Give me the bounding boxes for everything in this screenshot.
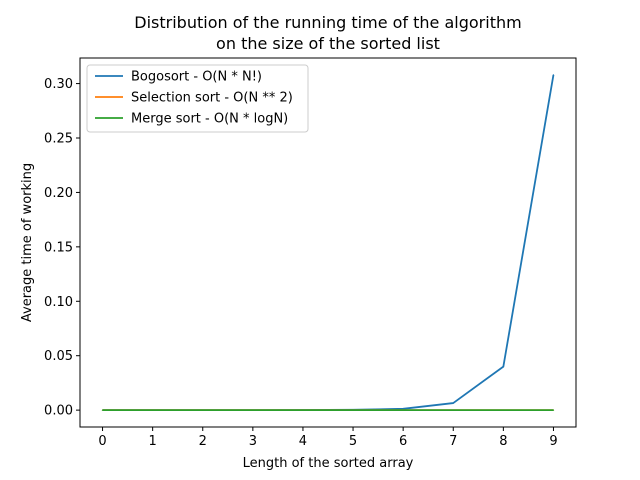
y-axis-label: Average time of working (20, 163, 35, 322)
y-tick-label-2: 0.10 (44, 295, 73, 310)
series-2-point-1 (152, 409, 154, 411)
x-tick-label-8: 8 (499, 434, 507, 449)
axis-layer: 0 1 2 3 4 5 6 7 8 9 0.00 0.05 0.10 0.15 0.20 0.25 0.30 (44, 77, 558, 449)
x-axis-label: Length of the sorted array (243, 456, 414, 471)
chart-title: Distribution of the running time of the … (134, 13, 521, 53)
x-tick-label-4: 4 (299, 434, 307, 449)
series-2-point-5 (352, 409, 354, 411)
series-2-point-2 (202, 409, 204, 411)
legend-label-0: Bogosort - O(N * N!) (131, 70, 262, 85)
legend-label-1: Selection sort - O(N ** 2) (131, 91, 293, 106)
series-0-point-6 (402, 408, 404, 410)
chart-title-line-1: Distribution of the running time of the … (134, 13, 521, 32)
x-tick-label-0: 0 (98, 434, 106, 449)
series-layer (101, 74, 555, 412)
chart-title-line-2: on the size of the sorted list (216, 34, 440, 53)
x-tick-label-3: 3 (249, 434, 257, 449)
y-tick-label-1: 0.05 (44, 349, 73, 364)
plot-frame (79, 57, 577, 428)
series-2-point-7 (452, 409, 454, 411)
y-tick-label-5: 0.25 (44, 132, 73, 147)
x-tick-label-5: 5 (349, 434, 357, 449)
y-tick-label-6: 0.30 (44, 77, 73, 92)
series-0-point-8 (502, 365, 504, 368)
y-tick-label-3: 0.15 (44, 240, 73, 255)
series-0-point-9 (552, 74, 555, 76)
legend: Bogosort - O(N * N!) Selection sort - O(N… (86, 64, 309, 133)
legend-box (86, 64, 309, 133)
x-tick-label-6: 6 (399, 434, 407, 449)
series-2-point-9 (552, 409, 555, 411)
series-0-point-7 (452, 402, 454, 404)
x-tick-label-2: 2 (199, 434, 207, 449)
legend-label-2: Merge sort - O(N * logN) (131, 112, 288, 127)
y-tick-label-0: 0.00 (44, 404, 73, 419)
series-2-point-6 (402, 409, 404, 411)
x-tick-label-1: 1 (149, 434, 157, 449)
x-tick-label-9: 9 (549, 434, 557, 449)
x-tick-label-7: 7 (449, 434, 457, 449)
series-2-point-3 (252, 409, 254, 411)
series-2-point-4 (302, 409, 304, 411)
series-2-point-8 (502, 409, 504, 411)
series-2-point-0 (101, 409, 104, 411)
y-tick-label-4: 0.20 (44, 186, 73, 201)
